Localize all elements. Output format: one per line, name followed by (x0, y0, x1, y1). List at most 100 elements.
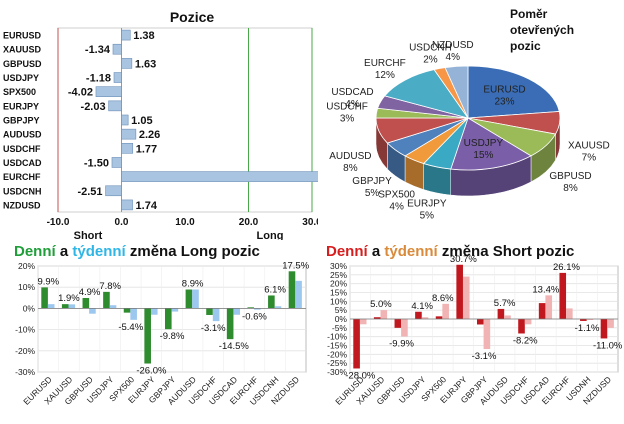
short-bar (359, 319, 367, 325)
short-bar (566, 308, 573, 319)
pie-title-line: Poměr (510, 7, 548, 21)
short-bar (580, 319, 587, 321)
short-change-chart-svg: 30%25%20%15%10%5%0%-5%-10%-15%-20%-25%-3… (327, 254, 623, 407)
pie-slice (467, 65, 560, 119)
pie-title-line: pozic (510, 39, 541, 53)
long-bar (274, 306, 282, 309)
positions-chart: Pozice EURUSD 1.38 XAUUSD -1.34 GBPUSD 1.63 USD… (0, 0, 482, 242)
positions-chart-svg: Pozice EURUSD 1.38 XAUUSD -1.34 GBPUSD 1.63 USD… (3, 9, 482, 242)
long-bar (47, 304, 55, 309)
short-bar (401, 319, 408, 337)
long-bar (61, 304, 69, 309)
long-label: Long (257, 230, 284, 240)
value-label: 1.38 (133, 30, 154, 42)
short-title-part-2: a (367, 243, 385, 260)
long-y-tick: 0% (23, 303, 36, 313)
pie-slice-percent: 4% (389, 202, 404, 213)
long-data-label: 4.9% (79, 287, 101, 298)
long-bar (164, 308, 172, 330)
category-label: SPX500 (3, 87, 36, 97)
short-y-tick: 30% (330, 261, 347, 271)
short-y-tick: 25% (330, 270, 347, 280)
value-label: -1.18 (86, 73, 111, 85)
short-bar (476, 319, 484, 325)
position-bar (121, 143, 134, 154)
long-bar (268, 295, 275, 309)
short-data-label: 26.1% (553, 262, 580, 273)
long-title-part-4: změna Long pozic (125, 243, 260, 260)
long-bar (130, 308, 137, 320)
short-bar (462, 276, 470, 319)
x-tick-label: 30.0 (302, 217, 318, 228)
long-bar (171, 308, 179, 312)
long-y-tick: -20% (15, 346, 35, 356)
category-label: GBPJPY (3, 116, 40, 126)
short-y-tick: 20% (330, 279, 347, 289)
long-bar (103, 291, 110, 309)
short-change-chart: Denní a týdenní změna Short pozic 30% 25%… (312, 240, 624, 419)
short-y-tick: -20% (327, 349, 347, 359)
pie-slice-percent: 23% (494, 97, 514, 108)
value-label: -1.34 (85, 44, 111, 56)
pie-slice-percent: 5% (420, 211, 435, 222)
pie-slice-name: EURUSD (483, 85, 525, 96)
short-bar (497, 308, 505, 319)
long-title-part-1: Denní (14, 243, 56, 260)
long-data-label: -26.0% (136, 366, 167, 377)
short-data-label: 4.1% (411, 301, 433, 312)
short-data-label: 5.0% (370, 299, 392, 310)
short-data-label: 5.7% (494, 298, 516, 309)
category-label: USDCHF (3, 144, 41, 154)
short-bar (373, 317, 381, 319)
long-data-label: 1.9% (58, 293, 80, 304)
long-bar (233, 308, 241, 315)
long-bar (150, 308, 158, 315)
x-tick-label: 10.0 (175, 217, 195, 228)
category-label: USDCNH (3, 186, 42, 196)
x-tick-label: 20.0 (239, 217, 259, 228)
long-y-tick: -10% (15, 325, 35, 335)
pie-slice-name: GBPJPY (352, 176, 392, 187)
long-data-label: 6.1% (264, 284, 286, 295)
pie-slice-name: USDCAD (331, 87, 373, 98)
short-bar (538, 303, 546, 319)
short-y-tick: -25% (327, 358, 347, 368)
short-bar (456, 264, 463, 319)
position-bar (95, 86, 122, 97)
short-data-label: -1.1% (575, 323, 600, 334)
pie-slice-percent: 4% (345, 99, 360, 110)
long-data-label: -9.8% (160, 331, 185, 342)
long-y-tick: 20% (18, 261, 35, 271)
long-bar (123, 308, 131, 313)
short-bar (483, 319, 491, 350)
short-y-tick: -30% (327, 367, 347, 377)
short-y-tick: -5% (332, 323, 348, 333)
pie-slice (450, 117, 532, 171)
long-bar (68, 304, 76, 309)
pie-slice-percent: 7% (582, 152, 597, 163)
short-bar (353, 319, 360, 369)
pie-slice-name: GBPUSD (549, 171, 591, 182)
short-bar (415, 311, 422, 319)
x-tick-label: 0.0 (115, 217, 129, 228)
pie-slice-name: USDCHF (326, 102, 368, 113)
short-data-label: 13.4% (532, 284, 559, 295)
value-label: 1.77 (136, 143, 157, 155)
short-bar (518, 319, 525, 334)
pie-slice (444, 65, 469, 119)
long-y-tick: 10% (18, 282, 35, 292)
x-tick-label: -10.0 (47, 217, 70, 228)
long-change-chart-svg: 20%10%0%-10%-20%-30%EURUSDXAUUSDGBPUSDUS… (15, 260, 310, 407)
category-label: USDCAD (3, 158, 42, 168)
positions-title: Pozice (170, 9, 215, 25)
category-label: NZDUSD (3, 200, 41, 210)
long-bar (247, 307, 255, 309)
short-title-part-4: změna Short pozic (437, 243, 575, 260)
long-bar (82, 298, 90, 309)
category-label: EURCHF (3, 172, 41, 182)
position-bar (121, 128, 137, 140)
pie-slice-percent: 5% (365, 188, 380, 199)
pie-title-line: otevřených (510, 23, 574, 37)
short-title-part-3: týdenní (384, 243, 438, 260)
long-data-label: 17.5% (282, 260, 309, 271)
